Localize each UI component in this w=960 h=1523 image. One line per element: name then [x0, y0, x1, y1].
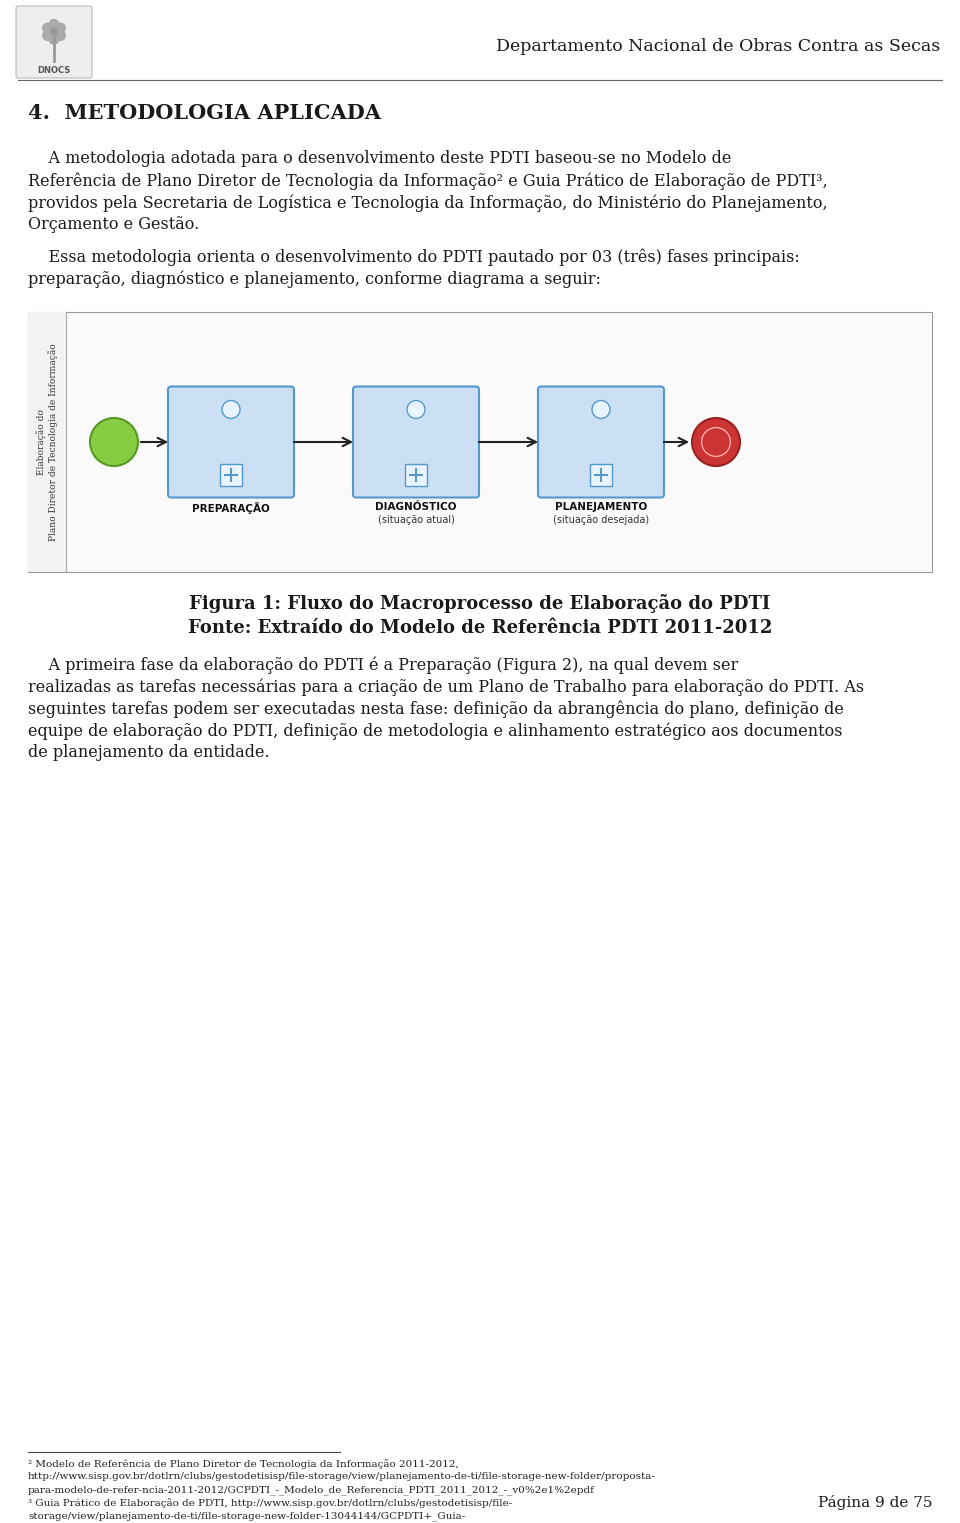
Circle shape [42, 23, 53, 34]
Text: storage/view/planejamento-de-ti/file-storage-new-folder-13044144/GCPDTI+_Guia-: storage/view/planejamento-de-ti/file-sto… [28, 1511, 466, 1520]
Text: de planejamento da entidade.: de planejamento da entidade. [28, 745, 270, 762]
Text: providos pela Secretaria de Logística e Tecnologia da Informação, do Ministério : providos pela Secretaria de Logística e … [28, 193, 828, 212]
Circle shape [49, 34, 60, 44]
Text: Referência de Plano Diretor de Tecnologia da Informação² e Guia Prático de Elabo: Referência de Plano Diretor de Tecnologi… [28, 172, 828, 189]
Text: (situação atual): (situação atual) [377, 515, 454, 524]
FancyBboxPatch shape [168, 387, 294, 498]
FancyBboxPatch shape [405, 463, 427, 486]
Circle shape [222, 401, 240, 419]
Circle shape [49, 18, 60, 30]
Text: preparação, diagnóstico e planejamento, conforme diagrama a seguir:: preparação, diagnóstico e planejamento, … [28, 270, 601, 288]
Circle shape [592, 401, 610, 419]
Text: ² Modelo de Referência de Plano Diretor de Tecnologia da Informação 2011-2012,: ² Modelo de Referência de Plano Diretor … [28, 1459, 459, 1468]
Circle shape [50, 27, 58, 37]
Text: Figura 1: Fluxo do Macroprocesso de Elaboração do PDTI: Figura 1: Fluxo do Macroprocesso de Elab… [189, 594, 771, 612]
Text: http://www.sisp.gov.br/dotlrn/clubs/gestodetisisp/file-storage/view/planejamento: http://www.sisp.gov.br/dotlrn/clubs/gest… [28, 1473, 656, 1480]
Text: para-modelo-de-refer-ncia-2011-2012/GCPDTI_-_Modelo_de_Referencia_PDTI_2011_2012: para-modelo-de-refer-ncia-2011-2012/GCPD… [28, 1485, 595, 1494]
FancyBboxPatch shape [28, 312, 932, 573]
Text: DNOCS: DNOCS [37, 65, 71, 75]
Circle shape [90, 417, 138, 466]
Text: (situação desejada): (situação desejada) [553, 515, 649, 524]
FancyBboxPatch shape [538, 387, 664, 498]
Text: PLANEJAMENTO: PLANEJAMENTO [555, 501, 647, 512]
Circle shape [42, 30, 53, 41]
Text: realizadas as tarefas necessárias para a criação de um Plano de Trabalho para el: realizadas as tarefas necessárias para a… [28, 678, 864, 696]
Circle shape [55, 30, 66, 41]
Text: Departamento Nacional de Obras Contra as Secas: Departamento Nacional de Obras Contra as… [495, 38, 940, 55]
Text: ³ Guia Prático de Elaboração de PDTI, http://www.sisp.gov.br/dotlrn/clubs/gestod: ³ Guia Prático de Elaboração de PDTI, ht… [28, 1499, 513, 1508]
Text: Elaboração do
Plano Diretor de Tecnologia de Informação: Elaboração do Plano Diretor de Tecnologi… [36, 343, 58, 541]
Text: DIAGNÓSTICO: DIAGNÓSTICO [375, 501, 457, 512]
FancyBboxPatch shape [28, 312, 66, 573]
Circle shape [692, 417, 740, 466]
FancyBboxPatch shape [353, 387, 479, 498]
Text: 4.  METODOLOGIA APLICADA: 4. METODOLOGIA APLICADA [28, 104, 381, 123]
FancyBboxPatch shape [16, 6, 92, 78]
Text: Fonte: Extraído do Modelo de Referência PDTI 2011-2012: Fonte: Extraído do Modelo de Referência … [188, 618, 772, 637]
Text: Essa metodologia orienta o desenvolvimento do PDTI pautado por 03 (três) fases p: Essa metodologia orienta o desenvolvimen… [28, 248, 800, 265]
FancyBboxPatch shape [220, 463, 242, 486]
FancyBboxPatch shape [590, 463, 612, 486]
Circle shape [55, 23, 66, 34]
Text: seguintes tarefas podem ser executadas nesta fase: definição da abrangência do p: seguintes tarefas podem ser executadas n… [28, 701, 844, 717]
Circle shape [407, 401, 425, 419]
Text: A primeira fase da elaboração do PDTI é a Preparação (Figura 2), na qual devem s: A primeira fase da elaboração do PDTI é … [28, 656, 738, 673]
Text: Orçamento e Gestão.: Orçamento e Gestão. [28, 216, 200, 233]
Text: PREPARAÇÃO: PREPARAÇÃO [192, 501, 270, 513]
Text: A metodologia adotada para o desenvolvimento deste PDTI baseou-se no Modelo de: A metodologia adotada para o desenvolvim… [28, 149, 732, 168]
Text: equipe de elaboração do PDTI, definição de metodologia e alinhamento estratégico: equipe de elaboração do PDTI, definição … [28, 722, 843, 740]
Text: Página 9 de 75: Página 9 de 75 [818, 1496, 932, 1509]
